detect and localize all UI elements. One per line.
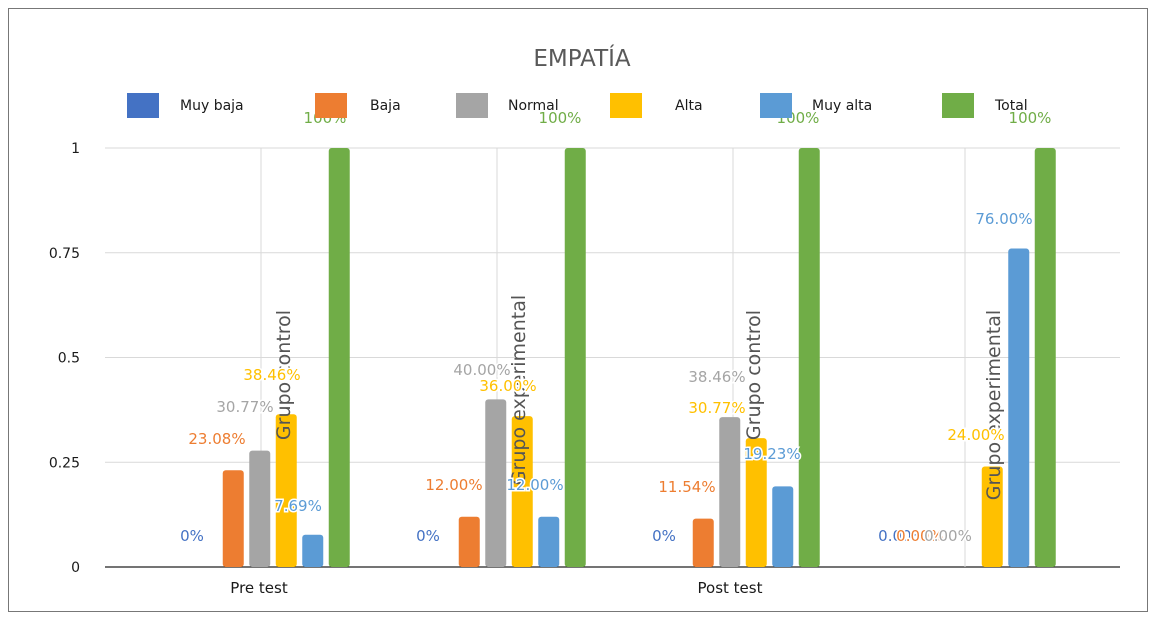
chart-title: EMPATÍA [533,44,631,72]
data-labels: 0% 0% 0% 0.00% 23.08% 12.00% 11.54% 0.00% 30.77%… [179,108,1053,547]
bar-alta [511,416,533,567]
group-labels: Grupo control Grupo experimental Grupo con… [273,295,1005,500]
legend-swatch-muy-alta [760,93,792,118]
data-label-total: 100% [539,109,582,127]
y-tick-label: 0.25 [49,455,80,471]
data-label-alta: 30.77% [688,399,745,417]
bar-muy-alta [302,534,324,567]
data-label-baja: 12.00% [425,476,482,494]
data-label-muy-baja: 0% [416,527,440,545]
bar-normal [719,417,741,567]
bar-muy-alta [1008,248,1030,567]
y-tick-label: 0.75 [49,246,80,262]
bar-baja [692,518,714,567]
bar-alta [745,438,767,567]
bar-normal [485,399,507,567]
bar-baja [458,516,480,567]
data-label-muy-alta: 7.69% [274,497,322,515]
bar-alta [981,466,1003,567]
data-label-alta: 36.00% [479,377,536,395]
bar-total [564,148,586,567]
legend-label-muy-alta: Muy alta [812,98,872,114]
legend-swatch-baja [315,93,347,118]
bar-muy-alta [538,516,560,567]
y-tick-label: 0.5 [58,351,80,367]
data-label-normal: 38.46% [688,368,745,386]
legend-swatch-normal [456,93,488,118]
category-label: Post test [698,579,763,597]
bars [222,148,1056,567]
data-label-normal: 40.00% [453,361,510,379]
category-label: Pre test [230,579,288,597]
bar-total [798,148,820,567]
legend-label-baja: Baja [370,98,401,114]
data-label-muy-alta: 12.00% [506,476,563,494]
bar-baja [222,470,244,567]
bar-alta [275,414,297,567]
y-axis-ticks: 0 0.25 0.5 0.75 1 [49,141,80,576]
legend-swatch-total [942,93,974,118]
data-label-baja: 0.00% [896,527,944,545]
legend-swatch-muy-baja [127,93,159,118]
legend-label-normal: Normal [508,98,559,114]
data-label-normal: 0.00% [924,527,972,545]
bar-normal [249,450,271,567]
category-labels: Pre test Post test [230,579,762,597]
legend: Muy baja Baja Normal Alta Muy alta Total [127,93,1028,118]
legend-label-total: Total [994,98,1028,114]
group-label: Grupo control [743,310,765,440]
data-label-normal: 30.77% [216,398,273,416]
group-label: Grupo experimental [983,310,1005,500]
bar-total [1034,148,1056,567]
data-label-muy-alta: 76.00% [975,210,1032,228]
data-label-muy-baja: 0% [180,527,204,545]
group-label: Grupo control [273,310,295,440]
y-tick-label: 1 [71,141,80,157]
data-label-muy-baja: 0.00% [878,527,926,545]
data-label-alta: 24.00% [947,426,1004,444]
y-tick-label: 0 [71,560,80,576]
data-label-muy-alta: 19.23% [743,445,800,463]
group-label: Grupo experimental [508,295,530,485]
data-label-alta: 38.46% [243,366,300,384]
data-label-baja: 11.54% [658,478,715,496]
bar-muy-alta [772,486,794,567]
data-label-total: 100% [1009,109,1052,127]
legend-swatch-alta [610,93,642,118]
bar-total [328,148,350,567]
data-label-baja: 23.08% [188,430,245,448]
legend-label-alta: Alta [675,98,703,114]
data-label-muy-baja: 0% [652,527,676,545]
legend-label-muy-baja: Muy baja [180,98,244,114]
